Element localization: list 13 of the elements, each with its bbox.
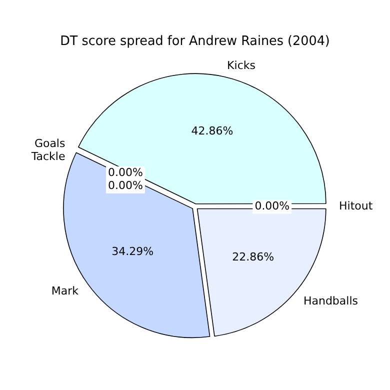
category-label: Tackle bbox=[31, 150, 66, 164]
category-label: Hitout bbox=[339, 200, 373, 213]
category-label: Goals bbox=[34, 137, 66, 150]
chart-title: DT score spread for Andrew Raines (2004) bbox=[60, 34, 330, 50]
slice-label: Kicks bbox=[227, 59, 256, 72]
data-label: 42.86% bbox=[191, 124, 234, 138]
slice-label: Mark bbox=[51, 284, 80, 298]
text: 0.00% bbox=[108, 166, 143, 180]
data-label: 22.86% bbox=[232, 250, 274, 264]
data-label: 34.29% bbox=[112, 245, 154, 258]
text: 0.00% bbox=[108, 179, 143, 192]
text: 0.00% bbox=[254, 200, 290, 213]
slice-label: Handballs bbox=[303, 294, 358, 308]
